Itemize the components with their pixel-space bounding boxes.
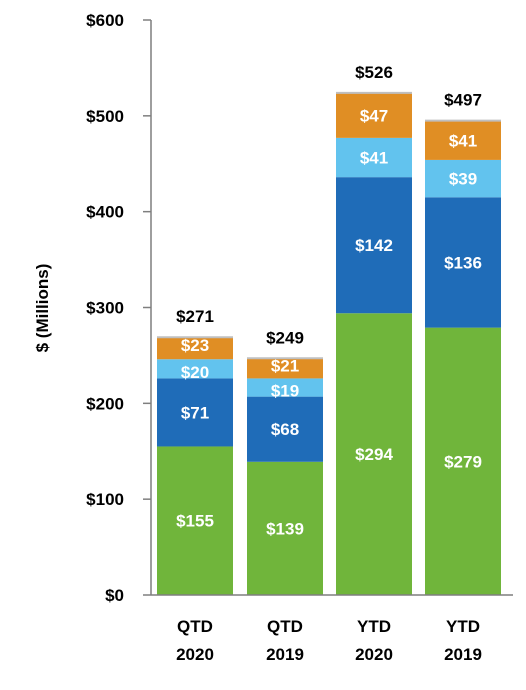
category-label: YTD bbox=[357, 617, 391, 636]
bar-segment bbox=[425, 159, 501, 198]
y-tick-label: $400 bbox=[86, 203, 124, 222]
category-labels: QTD 2020 QTD 2019 YTD 2020 YTD 2019 bbox=[176, 617, 482, 664]
bars: $155 $71 $20 $23 $271 $139 $68 $19 $21 $249 $294 $1… bbox=[157, 63, 501, 595]
y-axis-ticks: $0 $100 $200 $300 $400 $500 $600 bbox=[86, 11, 151, 605]
segment-label: $20 bbox=[181, 363, 209, 382]
segment-label: $68 bbox=[271, 420, 299, 439]
bar-segment bbox=[425, 327, 501, 595]
segment-label: $155 bbox=[176, 512, 214, 531]
segment-label: $139 bbox=[266, 519, 304, 538]
bar-segment bbox=[157, 446, 233, 595]
y-tick-label: $600 bbox=[86, 11, 124, 30]
segment-label: $47 bbox=[360, 106, 388, 125]
y-axis-label: $ (Millions) bbox=[33, 264, 52, 353]
bar-segment bbox=[157, 359, 233, 379]
y-tick-label: $500 bbox=[86, 107, 124, 126]
segment-label: $71 bbox=[181, 403, 209, 422]
segment-label: $19 bbox=[271, 382, 299, 401]
segment-label: $23 bbox=[181, 336, 209, 355]
category-label: 2019 bbox=[266, 645, 304, 664]
segment-label: $142 bbox=[355, 236, 393, 255]
bar-segment bbox=[247, 396, 323, 462]
category-label: 2020 bbox=[355, 645, 393, 664]
category-label: QTD bbox=[177, 617, 213, 636]
category-label: QTD bbox=[267, 617, 303, 636]
total-label: $526 bbox=[355, 63, 393, 82]
bar-segment bbox=[157, 337, 233, 360]
category-label: 2020 bbox=[176, 645, 214, 664]
y-tick-label: $200 bbox=[86, 394, 124, 413]
bar-segment bbox=[336, 137, 412, 178]
bar-segment bbox=[425, 197, 501, 328]
segment-label: $294 bbox=[355, 445, 393, 464]
segment-label: $39 bbox=[449, 170, 477, 189]
bar-segment bbox=[247, 358, 323, 379]
category-label: YTD bbox=[446, 617, 480, 636]
bar-segment bbox=[336, 177, 412, 314]
bar-segment bbox=[157, 378, 233, 447]
bar-segment bbox=[425, 120, 501, 160]
total-label: $271 bbox=[176, 307, 214, 326]
bar-segment bbox=[336, 313, 412, 595]
y-tick-label: $300 bbox=[86, 299, 124, 318]
segment-label: $136 bbox=[444, 253, 482, 272]
segment-label: $41 bbox=[360, 149, 388, 168]
bar-segment bbox=[247, 461, 323, 595]
segment-label: $279 bbox=[444, 452, 482, 471]
bar-segment bbox=[336, 92, 412, 138]
segment-label: $41 bbox=[449, 131, 477, 150]
bar-segment bbox=[247, 378, 323, 397]
total-label: $497 bbox=[444, 91, 482, 110]
y-tick-label: $0 bbox=[105, 586, 124, 605]
category-label: 2019 bbox=[444, 645, 482, 664]
y-tick-label: $100 bbox=[86, 490, 124, 509]
total-label: $249 bbox=[266, 328, 304, 347]
segment-label: $21 bbox=[271, 356, 299, 375]
